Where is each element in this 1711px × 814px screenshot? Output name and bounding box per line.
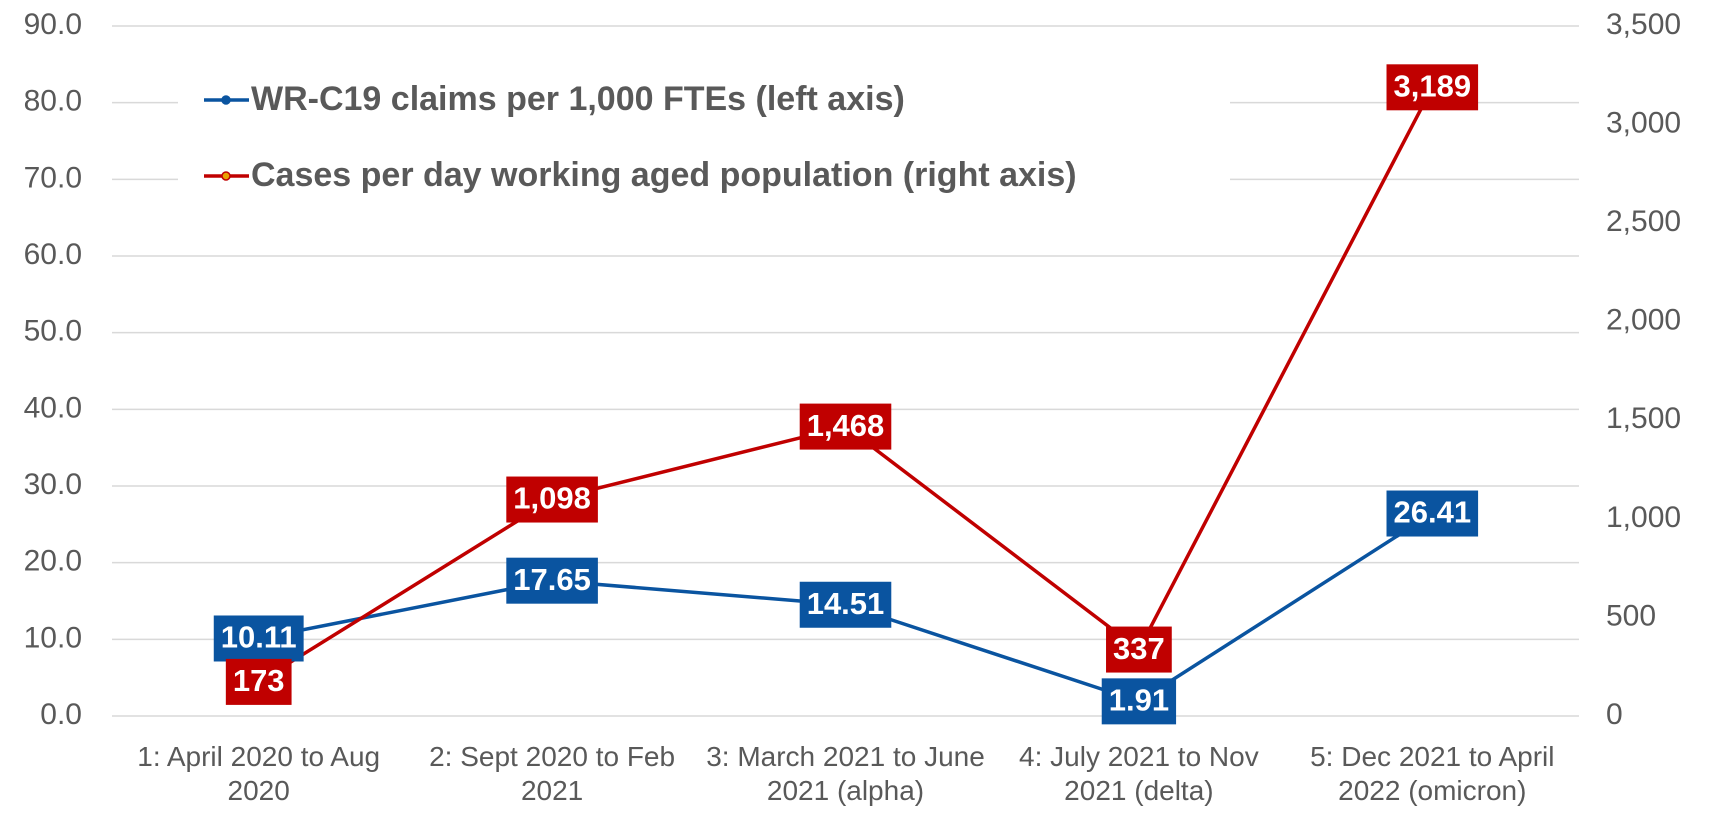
y-tick-label: 10.0	[24, 621, 82, 654]
y-tick-label: 50.0	[24, 315, 82, 348]
y-tick-label: 40.0	[24, 391, 82, 424]
legend-marker	[221, 95, 231, 105]
data-label: 337	[1113, 631, 1165, 666]
x-tick-label: 3: March 2021 to June 2021 (alpha)	[706, 741, 985, 806]
y-tick-label: 60.0	[24, 238, 82, 271]
y2-tick-label: 500	[1606, 599, 1656, 632]
y2-tick-label: 3,500	[1606, 8, 1681, 41]
data-label-box	[225, 658, 292, 705]
data-label-box	[799, 403, 892, 450]
data-label-box	[1101, 678, 1177, 725]
data-label: 1,098	[513, 481, 591, 516]
y2-tick-label: 2,500	[1606, 205, 1681, 238]
data-label-box	[1386, 490, 1479, 537]
data-label: 14.51	[807, 586, 885, 621]
data-label: 173	[233, 663, 285, 698]
data-label: 1,468	[807, 408, 885, 443]
y-tick-label: 0.0	[40, 698, 82, 731]
data-label-box	[506, 476, 598, 523]
legend-marker	[221, 171, 231, 181]
y-tick-label: 80.0	[24, 85, 82, 118]
data-label-box	[213, 615, 304, 662]
legend-background	[178, 70, 1230, 206]
y2-tick-label: 1,000	[1606, 501, 1681, 534]
data-label: 10.11	[221, 620, 297, 655]
x-tick-label: 2: Sept 2020 to Feb 2021	[429, 741, 676, 806]
data-label: 17.65	[513, 562, 591, 597]
y-tick-label: 30.0	[24, 468, 82, 501]
data-label-box	[799, 581, 892, 628]
data-label-box	[1386, 64, 1479, 111]
y2-tick-label: 1,500	[1606, 402, 1681, 435]
y-tick-label: 20.0	[24, 545, 82, 578]
legend-label: Cases per day working aged population (r…	[251, 156, 1077, 194]
data-label: 26.41	[1394, 495, 1472, 530]
data-label: 1.91	[1109, 683, 1169, 718]
x-tick-label: 4: July 2021 to Nov 2021 (delta)	[1019, 741, 1259, 806]
x-tick-label: 5: Dec 2021 to April 2022 (omicron)	[1310, 741, 1555, 806]
legend-label: WR-C19 claims per 1,000 FTEs (left axis)	[251, 80, 905, 118]
data-label-box	[1106, 626, 1172, 673]
y2-tick-label: 3,000	[1606, 106, 1681, 139]
y2-tick-label: 2,000	[1606, 304, 1681, 337]
data-label: 3,189	[1394, 68, 1472, 103]
y-tick-label: 70.0	[24, 161, 82, 194]
data-label-box	[506, 557, 598, 604]
y2-tick-label: 0	[1606, 698, 1623, 731]
x-tick-label: 1: April 2020 to Aug 2020	[137, 741, 381, 806]
y-tick-label: 90.0	[24, 8, 82, 41]
